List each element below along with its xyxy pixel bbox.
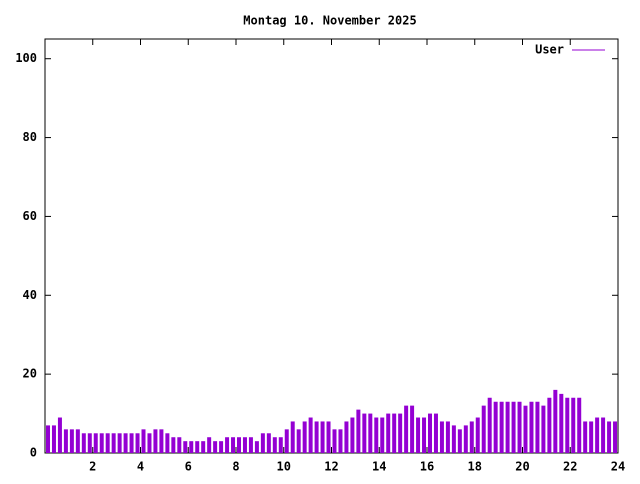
plot-frame bbox=[44, 38, 619, 454]
y-tick-label: 80 bbox=[23, 130, 37, 144]
x-tick-label: 8 bbox=[232, 460, 239, 474]
chart-title: Montag 10. November 2025 bbox=[243, 14, 416, 28]
x-tick-label: 18 bbox=[468, 460, 482, 474]
x-tick-label: 24 bbox=[611, 460, 625, 474]
x-tick-label: 22 bbox=[563, 460, 577, 474]
x-tick-label: 14 bbox=[372, 460, 386, 474]
y-tick-label: 20 bbox=[23, 367, 37, 381]
x-tick-label: 20 bbox=[515, 460, 529, 474]
x-tick-label: 6 bbox=[185, 460, 192, 474]
legend-label: User bbox=[535, 43, 564, 57]
x-tick-label: 10 bbox=[277, 460, 291, 474]
y-tick-label: 0 bbox=[30, 446, 37, 460]
y-tick-label: 100 bbox=[15, 51, 37, 65]
x-tick-label: 12 bbox=[324, 460, 338, 474]
x-tick-label: 4 bbox=[137, 460, 144, 474]
y-tick-label: 40 bbox=[23, 288, 37, 302]
y-tick-label: 60 bbox=[23, 209, 37, 223]
x-tick-label: 2 bbox=[89, 460, 96, 474]
x-tick-label: 16 bbox=[420, 460, 434, 474]
